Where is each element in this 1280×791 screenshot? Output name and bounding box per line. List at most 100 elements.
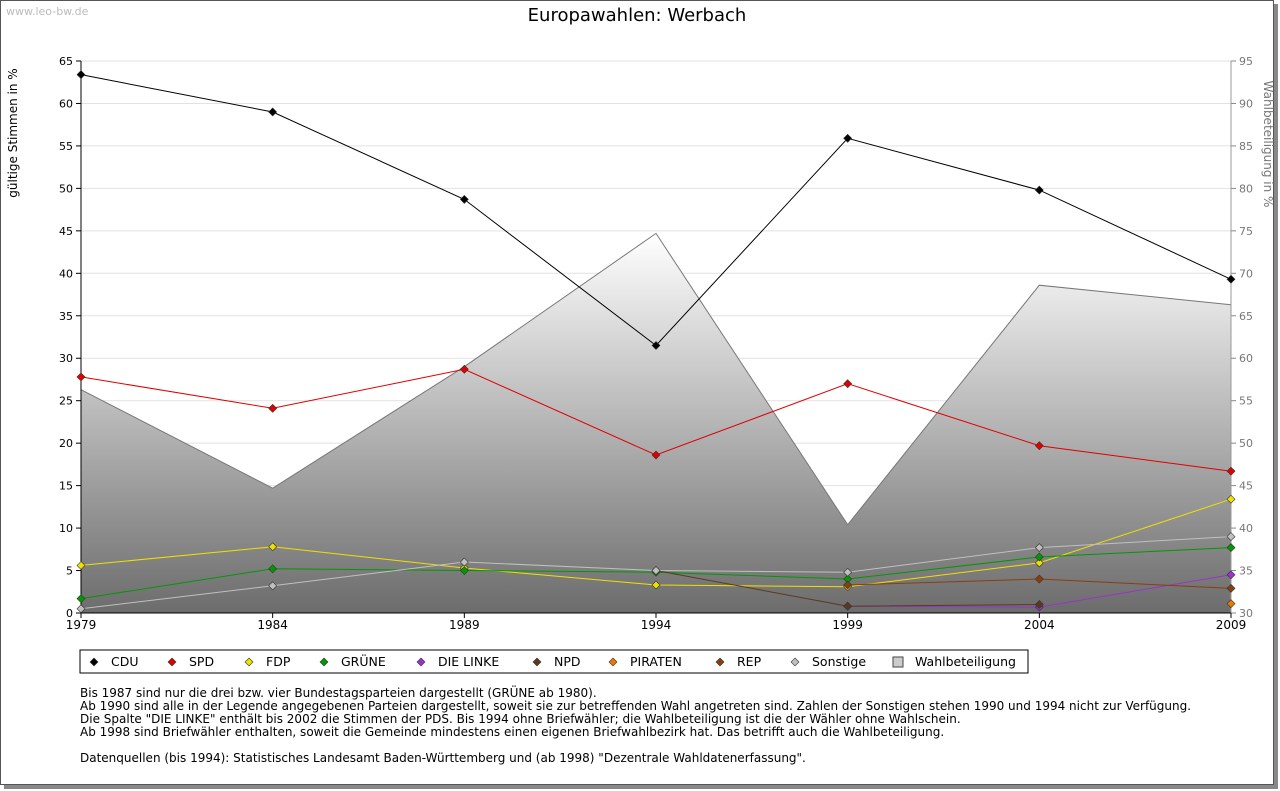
- legend-label: SPD: [189, 654, 214, 669]
- y-axis-label: gültige Stimmen in %: [6, 68, 20, 197]
- data-point-gr-ne: [1034, 552, 1044, 562]
- x-tick-label: 2004: [1024, 618, 1055, 632]
- chart-title: Europawahlen: Werbach: [528, 5, 747, 26]
- legend-marker: [715, 657, 725, 667]
- y-tick-label: 10: [59, 522, 73, 535]
- footnotes: Bis 1987 sind nur die drei bzw. vier Bun…: [80, 687, 1191, 765]
- legend-marker: [319, 657, 329, 667]
- data-point-sonstige: [843, 567, 853, 577]
- legend-marker: [608, 657, 618, 667]
- legend-label: CDU: [111, 654, 139, 669]
- y2-axis-label: Wahlbeteiligung in %: [1261, 81, 1275, 208]
- y2-tick-label: 85: [1239, 140, 1253, 153]
- legend-label: DIE LINKE: [438, 654, 499, 669]
- legend-marker: [89, 657, 99, 667]
- data-point-rep: [1034, 574, 1044, 584]
- footnote: Ab 1998 sind Briefwähler enthalten, sowe…: [80, 725, 945, 739]
- data-point-sonstige: [1034, 543, 1044, 553]
- footnote: Bis 1987 sind nur die drei bzw. vier Bun…: [80, 686, 597, 700]
- y2-tick-label: 80: [1239, 182, 1253, 195]
- y-tick-label: 40: [59, 267, 73, 280]
- y-tick-label: 45: [59, 225, 73, 238]
- y2-tick-label: 35: [1239, 565, 1253, 578]
- y2-tick-label: 40: [1239, 522, 1253, 535]
- legend-marker: [244, 657, 254, 667]
- legend-label: Wahlbeteiligung: [915, 654, 1016, 669]
- legend-label: NPD: [554, 654, 581, 669]
- data-point-fdp: [76, 561, 86, 570]
- y2-tick-label: 45: [1239, 480, 1253, 493]
- y2-tick-label: 50: [1239, 437, 1253, 450]
- y-tick-label: 15: [59, 480, 73, 493]
- data-point-sonstige: [268, 581, 278, 591]
- data-point-fdp: [651, 580, 661, 590]
- y2-tick-label: 60: [1239, 352, 1253, 365]
- data-point-cdu: [459, 195, 469, 204]
- data-point-fdp: [1226, 494, 1236, 504]
- data-point-rep: [843, 580, 853, 590]
- data-point-cdu: [651, 341, 661, 350]
- data-point-die-linke: [1226, 570, 1236, 580]
- legend-marker: [532, 657, 542, 667]
- y-tick-label: 30: [59, 352, 73, 365]
- y-tick-label: 60: [59, 97, 73, 110]
- data-point-gr-ne: [76, 594, 86, 603]
- data-point-spd: [843, 379, 853, 389]
- legend-label: Sonstige: [812, 654, 866, 669]
- data-point-fdp: [268, 542, 278, 552]
- data-point-spd: [651, 450, 661, 460]
- x-tick-label: 1989: [449, 618, 480, 632]
- data-point-sonstige: [651, 566, 661, 575]
- turnout-area: [80, 232, 1232, 613]
- data-point-cdu: [1034, 185, 1044, 195]
- chart: Europawahlen: Werbach gültige Stimmen in…: [6, 5, 1275, 674]
- y-tick-label: 50: [59, 182, 73, 195]
- data-point-gr-ne: [1226, 543, 1236, 553]
- y-tick-label: 55: [59, 140, 73, 153]
- footnote: Ab 1990 sind alle in der Legende angegeb…: [80, 699, 1192, 713]
- data-point-cdu: [843, 133, 853, 143]
- data-point-cdu: [268, 107, 278, 117]
- data-point-sonstige: [459, 557, 469, 567]
- legend-label: FDP: [266, 654, 291, 669]
- data-point-npd: [843, 601, 853, 611]
- axes: 0 5 10 15 20 25 30 35 40 45 50 55 60 65 30 35 40 45 50 55 60…: [59, 55, 1253, 632]
- data-point-fdp: [1034, 558, 1044, 568]
- turnout-area-outline: [80, 232, 1232, 526]
- legend-label: GRÜNE: [341, 653, 386, 669]
- y-tick-label: 20: [59, 437, 73, 450]
- data-point-cdu: [76, 70, 86, 80]
- legend-marker: [892, 656, 904, 668]
- data-point-cdu: [1226, 274, 1236, 284]
- y2-tick-label: 90: [1239, 97, 1253, 110]
- x-tick-label: 1984: [257, 618, 288, 632]
- y2-tick-label: 30: [1239, 607, 1253, 620]
- y-tick-label: 35: [59, 310, 73, 323]
- data-point-sonstige: [76, 604, 86, 614]
- data-point-sonstige: [1226, 532, 1236, 541]
- y2-tick-label: 75: [1239, 225, 1253, 238]
- y-tick-label: 25: [59, 395, 73, 408]
- y-tick-label: 0: [66, 607, 73, 620]
- y-tick-label: 65: [59, 55, 73, 68]
- legend-marker: [167, 657, 177, 667]
- x-tick-label: 1979: [66, 618, 97, 632]
- data-point-spd: [1034, 441, 1044, 451]
- data-point-npd: [1034, 600, 1044, 609]
- y2-tick-label: 55: [1239, 395, 1253, 408]
- legend-box: [79, 649, 1029, 674]
- x-tick-label: 1994: [641, 618, 672, 632]
- data-point-spd: [459, 364, 469, 374]
- watermark: www.leo-bw.de: [6, 5, 89, 18]
- legend-label: PIRATEN: [630, 654, 682, 669]
- data-point-piraten: [1226, 599, 1236, 609]
- turnout-area-fill: [81, 233, 1231, 613]
- data-point-spd: [76, 372, 86, 382]
- data-point-spd: [1226, 466, 1236, 476]
- y2-tick-label: 70: [1239, 267, 1253, 280]
- legend-label: REP: [737, 654, 762, 669]
- y2-tick-label: 65: [1239, 310, 1253, 323]
- legend-marker: [790, 657, 800, 667]
- series-points: [76, 70, 1236, 614]
- data-point-rep: [1226, 583, 1236, 593]
